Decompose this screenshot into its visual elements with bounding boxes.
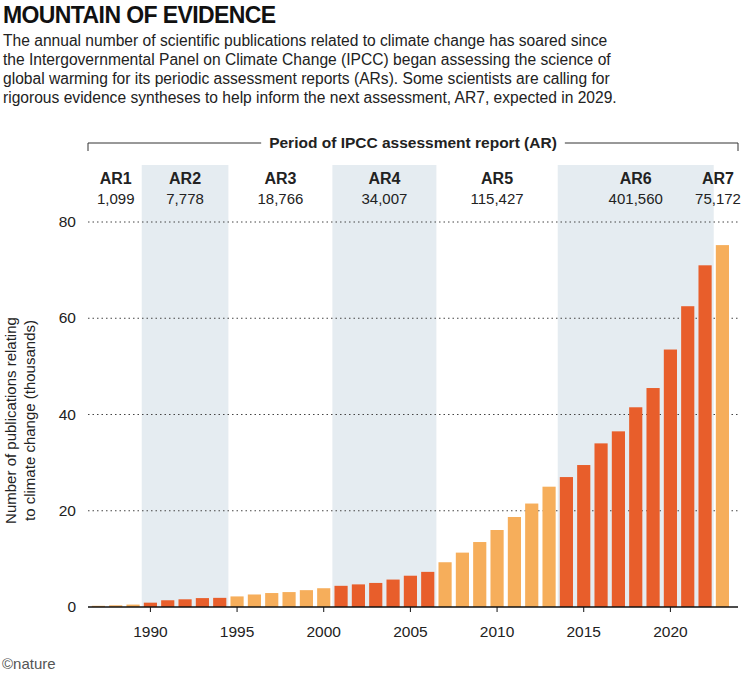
bar: [352, 584, 365, 607]
bar: [629, 407, 642, 607]
x-tick: [237, 607, 238, 612]
y-label: to climate change (thousands): [21, 320, 38, 521]
period-name: AR7: [702, 170, 734, 187]
grid-line: [88, 318, 738, 319]
bar: [594, 443, 607, 607]
x-tick: [410, 607, 411, 612]
x-tick-label: 2015: [566, 623, 600, 640]
title: MOUNTAIN OF EVIDENCE: [3, 2, 276, 28]
bar: [438, 562, 451, 607]
period-band: [142, 165, 229, 607]
subtitle: the Intergovernmental Panel on Climate C…: [3, 51, 611, 68]
x-tick: [670, 607, 671, 612]
bar: [317, 588, 330, 607]
bar: [612, 431, 625, 607]
period-total: 34,007: [361, 190, 407, 207]
period-total: 18,766: [257, 190, 303, 207]
period-name: AR4: [368, 170, 400, 187]
bar: [404, 576, 417, 607]
period-total: 75,172: [695, 190, 741, 207]
y-tick-label: 20: [59, 502, 77, 519]
bar: [334, 586, 347, 607]
x-tick-label: 2020: [653, 623, 688, 640]
bar: [698, 265, 711, 607]
bar: [716, 245, 729, 607]
x-tick: [497, 607, 498, 612]
period-header: Period of IPCC assessment report (AR): [269, 134, 557, 151]
bar: [490, 530, 503, 607]
bar: [421, 572, 434, 607]
bar: [560, 477, 573, 607]
chart: MOUNTAIN OF EVIDENCE The annual number of…: [0, 0, 751, 678]
period-name: AR3: [264, 170, 296, 187]
x-tick-label: 2005: [393, 623, 427, 640]
bar: [230, 596, 243, 607]
period-band: [558, 165, 714, 607]
period-total: 1,099: [97, 190, 135, 207]
bar: [161, 600, 174, 607]
y-tick-label: 80: [59, 213, 77, 230]
bar: [213, 598, 226, 607]
bar: [196, 598, 209, 607]
x-tick-label: 2010: [480, 623, 515, 640]
y-tick-label: 0: [67, 598, 76, 615]
bar: [282, 592, 295, 607]
period-header-bg: [261, 133, 565, 153]
y-tick-label: 60: [59, 309, 77, 326]
period-total: 401,560: [609, 190, 663, 207]
period-total: 7,778: [166, 190, 204, 207]
grid-line: [88, 222, 738, 223]
bar: [369, 583, 382, 607]
bar: [248, 594, 261, 607]
period-bracket: [88, 143, 89, 151]
period-name: AR1: [100, 170, 132, 187]
bar: [300, 590, 313, 607]
source: ©nature: [2, 655, 56, 672]
period-name: AR6: [620, 170, 652, 187]
bar: [525, 504, 538, 607]
bar: [386, 580, 399, 607]
x-tick-label: 1995: [220, 623, 254, 640]
x-tick-label: 1990: [133, 623, 168, 640]
bar: [542, 487, 555, 607]
bar: [664, 350, 677, 607]
x-axis: [88, 606, 738, 607]
x-tick: [583, 607, 584, 612]
subtitle: global warming for its periodic assessme…: [3, 70, 610, 87]
subtitle: The annual number of scientific publicat…: [3, 32, 607, 49]
x-tick: [323, 607, 324, 612]
period-name: AR5: [481, 170, 513, 187]
period-band: [332, 165, 436, 607]
period-bracket: [738, 143, 739, 151]
bar: [265, 593, 278, 607]
y-label: Number of publications relating: [2, 317, 19, 524]
period-name: AR2: [169, 170, 201, 187]
bar: [681, 306, 694, 607]
bar: [508, 517, 521, 607]
period-total: 115,427: [471, 190, 524, 207]
subtitle: rigorous evidence syntheses to help info…: [3, 89, 617, 106]
y-tick-label: 40: [59, 406, 77, 423]
bar: [456, 553, 469, 607]
bar: [646, 388, 659, 607]
x-tick: [150, 607, 151, 612]
bar: [577, 465, 590, 607]
x-tick-label: 2000: [306, 623, 341, 640]
bar: [473, 542, 486, 607]
bars: [92, 245, 729, 607]
bar: [178, 599, 191, 607]
